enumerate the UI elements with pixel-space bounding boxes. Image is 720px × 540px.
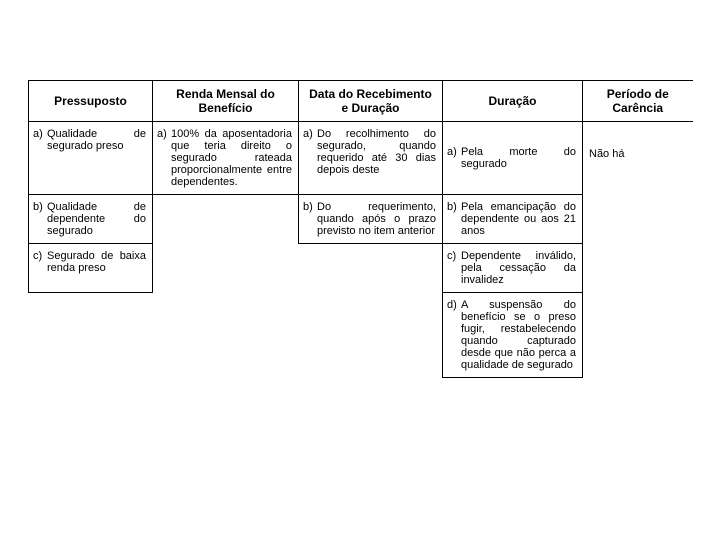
empty-cell [153, 244, 299, 293]
empty-cell [583, 195, 693, 244]
data-b: b) Do requerimento, quando após o prazo … [299, 195, 443, 244]
cell-text: Dependente inválido, pela cessação da in… [461, 250, 576, 286]
empty-cell [583, 293, 693, 378]
cell-text: A suspensão do benefício se o preso fugi… [461, 299, 576, 371]
pressuposto-a: a) Qualidade de segurado preso [29, 122, 153, 195]
list-marker: c) [447, 250, 461, 286]
duracao-a: a) Pela morte do segurado [443, 122, 583, 195]
table-row: d) A suspensão do benefício se o preso f… [29, 293, 693, 378]
list-marker: b) [303, 201, 317, 237]
list-marker: d) [447, 299, 461, 371]
empty-cell [153, 293, 299, 378]
cell-text: Qualidade de dependente do segurado [47, 201, 146, 237]
header-periodo: Período de Carência [583, 81, 693, 122]
list-marker: a) [303, 128, 317, 176]
table-header-row: Pressuposto Renda Mensal do Benefício Da… [29, 81, 693, 122]
table-row: c) Segurado de baixa renda preso c) Depe… [29, 244, 693, 293]
empty-cell [299, 244, 443, 293]
header-duracao: Duração [443, 81, 583, 122]
list-marker: c) [33, 250, 47, 274]
duracao-c: c) Dependente inválido, pela cessação da… [443, 244, 583, 293]
cell-text: Pela emancipação do dependente ou aos 21… [461, 201, 576, 237]
empty-cell [299, 293, 443, 378]
list-marker: b) [447, 201, 461, 237]
pressuposto-c: c) Segurado de baixa renda preso [29, 244, 153, 293]
table-row: a) Qualidade de segurado preso a) 100% d… [29, 122, 693, 195]
header-renda: Renda Mensal do Benefício [153, 81, 299, 122]
header-data: Data do Recebimento e Duração [299, 81, 443, 122]
pressuposto-b: b) Qualidade de dependente do segurado [29, 195, 153, 244]
empty-cell [153, 195, 299, 244]
list-marker: a) [157, 128, 171, 188]
cell-text: Do recolhimento do segurado, quando requ… [317, 128, 436, 176]
data-a: a) Do recolhimento do segurado, quando r… [299, 122, 443, 195]
empty-cell [583, 244, 693, 293]
duracao-b: b) Pela emancipação do dependente ou aos… [443, 195, 583, 244]
periodo-cell: Não há [583, 122, 693, 195]
renda-a: a) 100% da aposentadoria que teria direi… [153, 122, 299, 195]
duracao-d: d) A suspensão do benefício se o preso f… [443, 293, 583, 378]
list-marker: a) [33, 128, 47, 152]
table-row: b) Qualidade de dependente do segurado b… [29, 195, 693, 244]
cell-text: Do requerimento, quando após o prazo pre… [317, 201, 436, 237]
empty-cell [29, 293, 153, 378]
cell-text: Não há [589, 148, 624, 160]
header-pressuposto: Pressuposto [29, 81, 153, 122]
cell-text: 100% da aposentadoria que teria direito … [171, 128, 292, 188]
cell-text: Qualidade de segurado preso [47, 128, 146, 152]
list-marker: a) [447, 146, 461, 170]
cell-text: Segurado de baixa renda preso [47, 250, 146, 274]
cell-text: Pela morte do segurado [461, 146, 576, 170]
list-marker: b) [33, 201, 47, 237]
benefits-table: Pressuposto Renda Mensal do Benefício Da… [28, 80, 693, 378]
